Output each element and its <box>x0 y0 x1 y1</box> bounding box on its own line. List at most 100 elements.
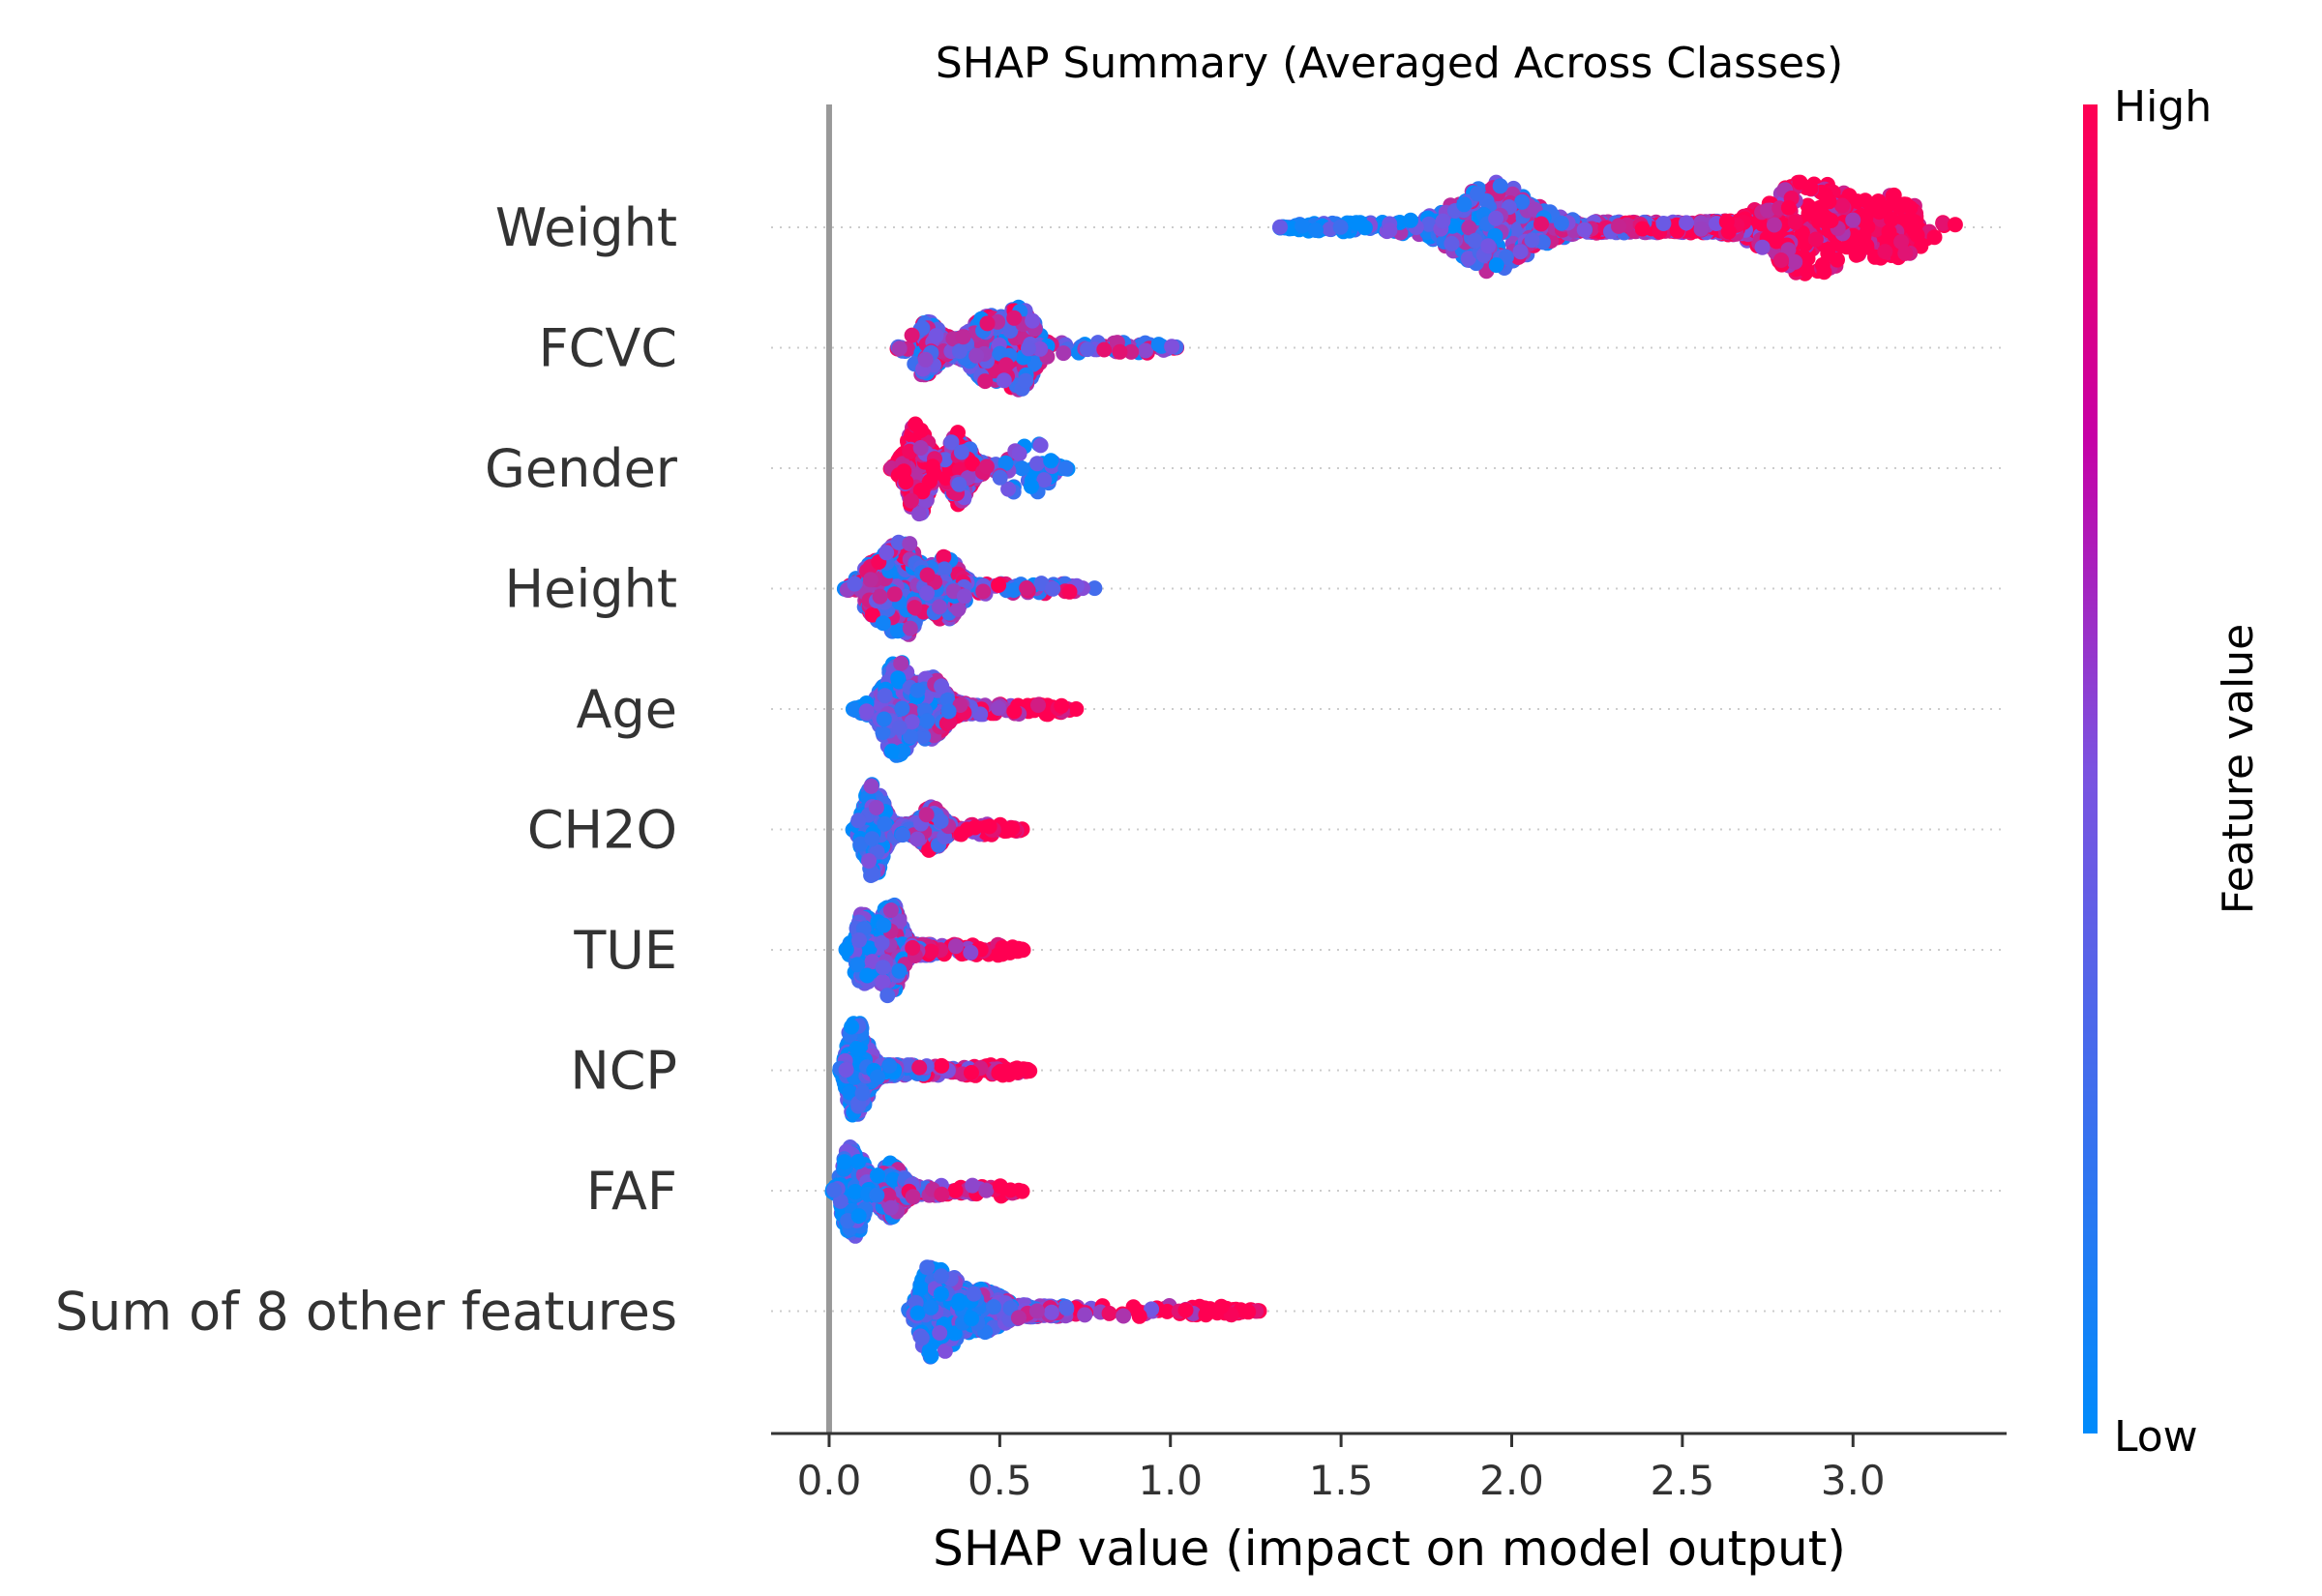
shap-point <box>909 831 926 847</box>
shap-point <box>953 444 969 460</box>
shap-point <box>1816 264 1832 281</box>
shap-point <box>1014 460 1030 477</box>
shap-point <box>908 416 924 432</box>
shap-point <box>1881 223 1897 240</box>
shap-point <box>933 813 949 829</box>
shap-point <box>1488 210 1504 226</box>
shap-point <box>996 372 1012 389</box>
shap-point <box>963 944 979 961</box>
shap-point <box>1011 446 1027 461</box>
shap-point <box>895 827 910 843</box>
shap-point <box>1023 478 1039 494</box>
feature-dots <box>838 897 1031 1004</box>
shap-point <box>1947 217 1963 233</box>
shap-point <box>1834 197 1850 214</box>
shap-point <box>1760 202 1776 219</box>
shap-point <box>875 615 891 632</box>
shap-point <box>1019 580 1035 596</box>
shap-point <box>1820 246 1836 261</box>
shap-point <box>1823 213 1839 228</box>
shap-point <box>893 655 909 671</box>
shap-point <box>1164 339 1180 355</box>
shap-point <box>1123 343 1140 360</box>
shap-point <box>1576 222 1593 238</box>
shap-point <box>968 347 985 364</box>
shap-point <box>904 327 920 343</box>
shap-point <box>1553 215 1569 231</box>
shap-point <box>907 600 923 616</box>
feature-dots <box>882 416 1076 522</box>
shap-point <box>1693 221 1710 237</box>
shap-point <box>1057 460 1074 477</box>
shap-point <box>1460 251 1476 267</box>
shap-point <box>1533 216 1549 232</box>
shap-point <box>861 853 877 869</box>
shap-point <box>1272 219 1288 235</box>
shap-point <box>1061 583 1078 600</box>
shap-point <box>911 506 927 522</box>
shap-point <box>1000 481 1017 497</box>
feature-dots <box>889 299 1185 398</box>
shap-point <box>1295 218 1310 234</box>
shap-point <box>1871 204 1888 221</box>
shap-point <box>1926 229 1943 246</box>
shap-point <box>1150 337 1167 353</box>
shap-point <box>919 713 936 729</box>
shap-point <box>1480 238 1497 254</box>
shap-point <box>1036 472 1053 488</box>
shap-point <box>898 474 914 490</box>
shap-point <box>1720 223 1737 240</box>
shap-point <box>997 455 1014 471</box>
shap-point <box>1773 252 1789 268</box>
shap-point <box>886 586 903 603</box>
shap-point <box>959 821 975 838</box>
shap-point <box>975 583 992 600</box>
shap-point <box>940 703 957 720</box>
shap-point <box>912 440 929 456</box>
shap-point <box>1754 239 1771 255</box>
shap-point <box>955 329 971 345</box>
shap-point <box>1444 235 1460 251</box>
shap-point <box>1467 232 1483 249</box>
shap-point <box>956 588 972 605</box>
shap-point <box>902 536 918 552</box>
shap-point <box>877 815 893 832</box>
shap-point <box>850 813 867 829</box>
shap-point <box>1807 231 1824 248</box>
feature-dots <box>836 534 1103 642</box>
shap-point <box>919 585 936 602</box>
shap-point <box>1461 220 1477 236</box>
shap-point <box>1435 213 1451 229</box>
shap-point <box>991 700 1006 716</box>
shap-point <box>943 434 960 451</box>
shap-point <box>891 720 908 736</box>
shap-point <box>1068 701 1085 717</box>
shap-point <box>1655 216 1672 231</box>
shap-point <box>1850 245 1865 261</box>
shap-point <box>934 678 950 695</box>
shap-point <box>1006 310 1023 326</box>
shap-point <box>1018 372 1034 389</box>
shap-point <box>1027 355 1043 371</box>
shap-point <box>1112 343 1128 360</box>
shap-point <box>914 484 931 500</box>
shap-point <box>951 343 968 360</box>
shap-point <box>1043 453 1059 469</box>
shap-point <box>1420 216 1437 232</box>
shap-point <box>1896 196 1913 213</box>
shap-point <box>1787 214 1803 230</box>
shap-point <box>876 711 892 727</box>
shap-point <box>1382 222 1398 239</box>
shap-point <box>1032 437 1049 454</box>
shap-point <box>1032 340 1049 357</box>
shap-point <box>865 866 881 882</box>
shap-point <box>894 700 910 717</box>
shap-point <box>1138 342 1154 359</box>
shap-point <box>997 357 1014 373</box>
shap-point <box>965 456 981 472</box>
shap-point <box>1004 820 1021 837</box>
shap-point <box>878 545 895 561</box>
shap-point <box>847 576 863 592</box>
shap-point <box>1096 341 1113 358</box>
